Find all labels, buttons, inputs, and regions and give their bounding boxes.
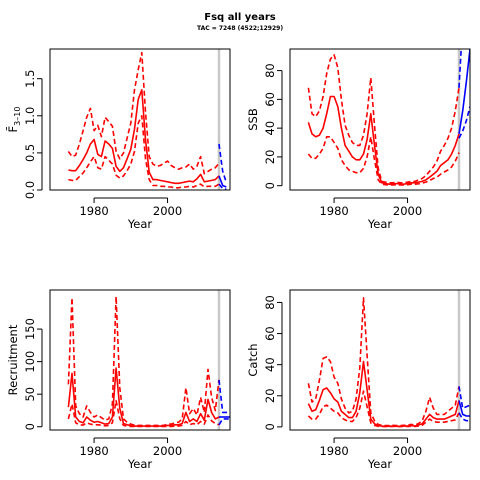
series-line-forecast-median	[458, 400, 470, 417]
figure-subtitle: TAC = 7248 (4522;12929)	[197, 25, 283, 32]
x-axis-label: Year	[367, 457, 393, 471]
series-group	[67, 51, 228, 190]
series-line-historical-lower	[67, 399, 220, 428]
y-tick-label: 150	[23, 318, 37, 340]
series-group	[67, 295, 230, 428]
y-tick-label: 0	[263, 182, 277, 189]
x-tick-label: 2000	[393, 204, 422, 218]
series-line-historical-median	[307, 95, 460, 185]
series-line-historical-upper	[307, 53, 460, 184]
y-tick-label: 60	[263, 326, 277, 341]
x-axis-label: Year	[127, 217, 153, 231]
y-tick-label: 0	[263, 423, 277, 430]
series-line-forecast-lower	[218, 418, 230, 426]
series-line-forecast-lower	[458, 106, 470, 139]
plot-frame	[49, 48, 231, 191]
y-tick-label: 80	[263, 295, 277, 310]
series-group	[307, 49, 470, 186]
x-tick-label: 2000	[153, 204, 182, 218]
y-tick-label: 20	[263, 150, 277, 165]
y-tick-label: 100	[23, 351, 37, 373]
y-tick-label: 0	[23, 423, 37, 430]
series-line-forecast-upper	[218, 143, 228, 183]
plot-frame	[49, 289, 231, 431]
series-line-historical-upper	[67, 51, 220, 175]
y-axis-label: F̄3–10	[6, 107, 22, 133]
series-line-forecast-lower	[458, 412, 470, 422]
y-tick-label: 0.5	[23, 144, 37, 162]
x-tick-label: 1980	[79, 204, 108, 218]
y-tick-label: 40	[263, 121, 277, 136]
x-tick-label: 1980	[79, 444, 108, 458]
series-line-forecast-upper	[458, 386, 470, 410]
x-axis-label: Year	[367, 217, 393, 231]
x-tick-label: 2000	[393, 444, 422, 458]
series-line-forecast-median	[458, 49, 470, 135]
y-tick-label: 1.5	[23, 70, 37, 88]
y-tick-label: 20	[263, 388, 277, 403]
y-axis-label-subscript: 3–10	[13, 107, 22, 126]
series-line-historical-median	[307, 360, 460, 428]
y-tick-label: 80	[263, 63, 277, 78]
y-tick-label: 1.0	[23, 107, 37, 125]
x-tick-label: 2000	[153, 444, 182, 458]
series-line-historical-lower	[307, 136, 460, 186]
x-tick-label: 1980	[319, 204, 348, 218]
y-tick-label: 0.0	[23, 181, 37, 199]
x-tick-label: 1980	[319, 444, 348, 458]
y-axis-label-main: F̄	[6, 126, 20, 133]
y-tick-label: 40	[263, 357, 277, 372]
plot-frame	[289, 48, 471, 191]
series-line-forecast-upper	[458, 49, 462, 88]
plot-frame	[289, 289, 471, 431]
series-group	[307, 296, 470, 428]
y-tick-label: 60	[263, 92, 277, 107]
figure-title: Fsq all years	[204, 12, 275, 23]
series-line-forecast-lower	[218, 183, 227, 190]
x-axis-label: Year	[127, 457, 153, 471]
series-line-historical-lower	[68, 115, 220, 189]
y-tick-label: 50	[23, 387, 37, 402]
y-axis-label: SSB	[246, 108, 260, 131]
series-line-forecast-upper	[218, 379, 230, 414]
series-line-historical-median	[67, 367, 220, 427]
series-line-historical-median	[68, 89, 220, 185]
series-line-historical-lower	[307, 390, 460, 428]
series-line-historical-upper	[67, 295, 220, 427]
y-axis-label: Recruitment	[6, 324, 20, 395]
series-line-forecast-median	[218, 175, 227, 188]
series-line-historical-upper	[307, 296, 460, 427]
y-axis-label: Catch	[246, 343, 260, 376]
